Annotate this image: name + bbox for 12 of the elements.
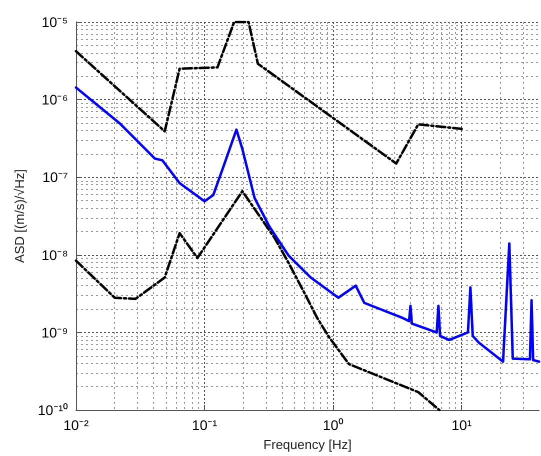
- y-axis-title: ASD [(m/s)/√Hz]: [12, 169, 27, 263]
- x-tick-label: 10⁰: [322, 417, 344, 433]
- y-tick-label: 10⁻⁷: [42, 169, 68, 186]
- x-tick-label: 10⁻²: [63, 417, 89, 433]
- x-axis-title: Frequency [Hz]: [263, 437, 352, 452]
- y-tick-label: 10⁻⁹: [41, 324, 68, 340]
- y-tick-label: 10⁻⁸: [42, 246, 68, 263]
- y-tick-label: 10⁻⁶: [42, 92, 68, 108]
- x-tick-label: 10⁻¹: [192, 417, 218, 433]
- y-tick-label: 10⁻¹⁰: [38, 402, 68, 418]
- x-tick-label: 10¹: [451, 417, 472, 433]
- y-tick-label: 10⁻⁵: [42, 14, 68, 30]
